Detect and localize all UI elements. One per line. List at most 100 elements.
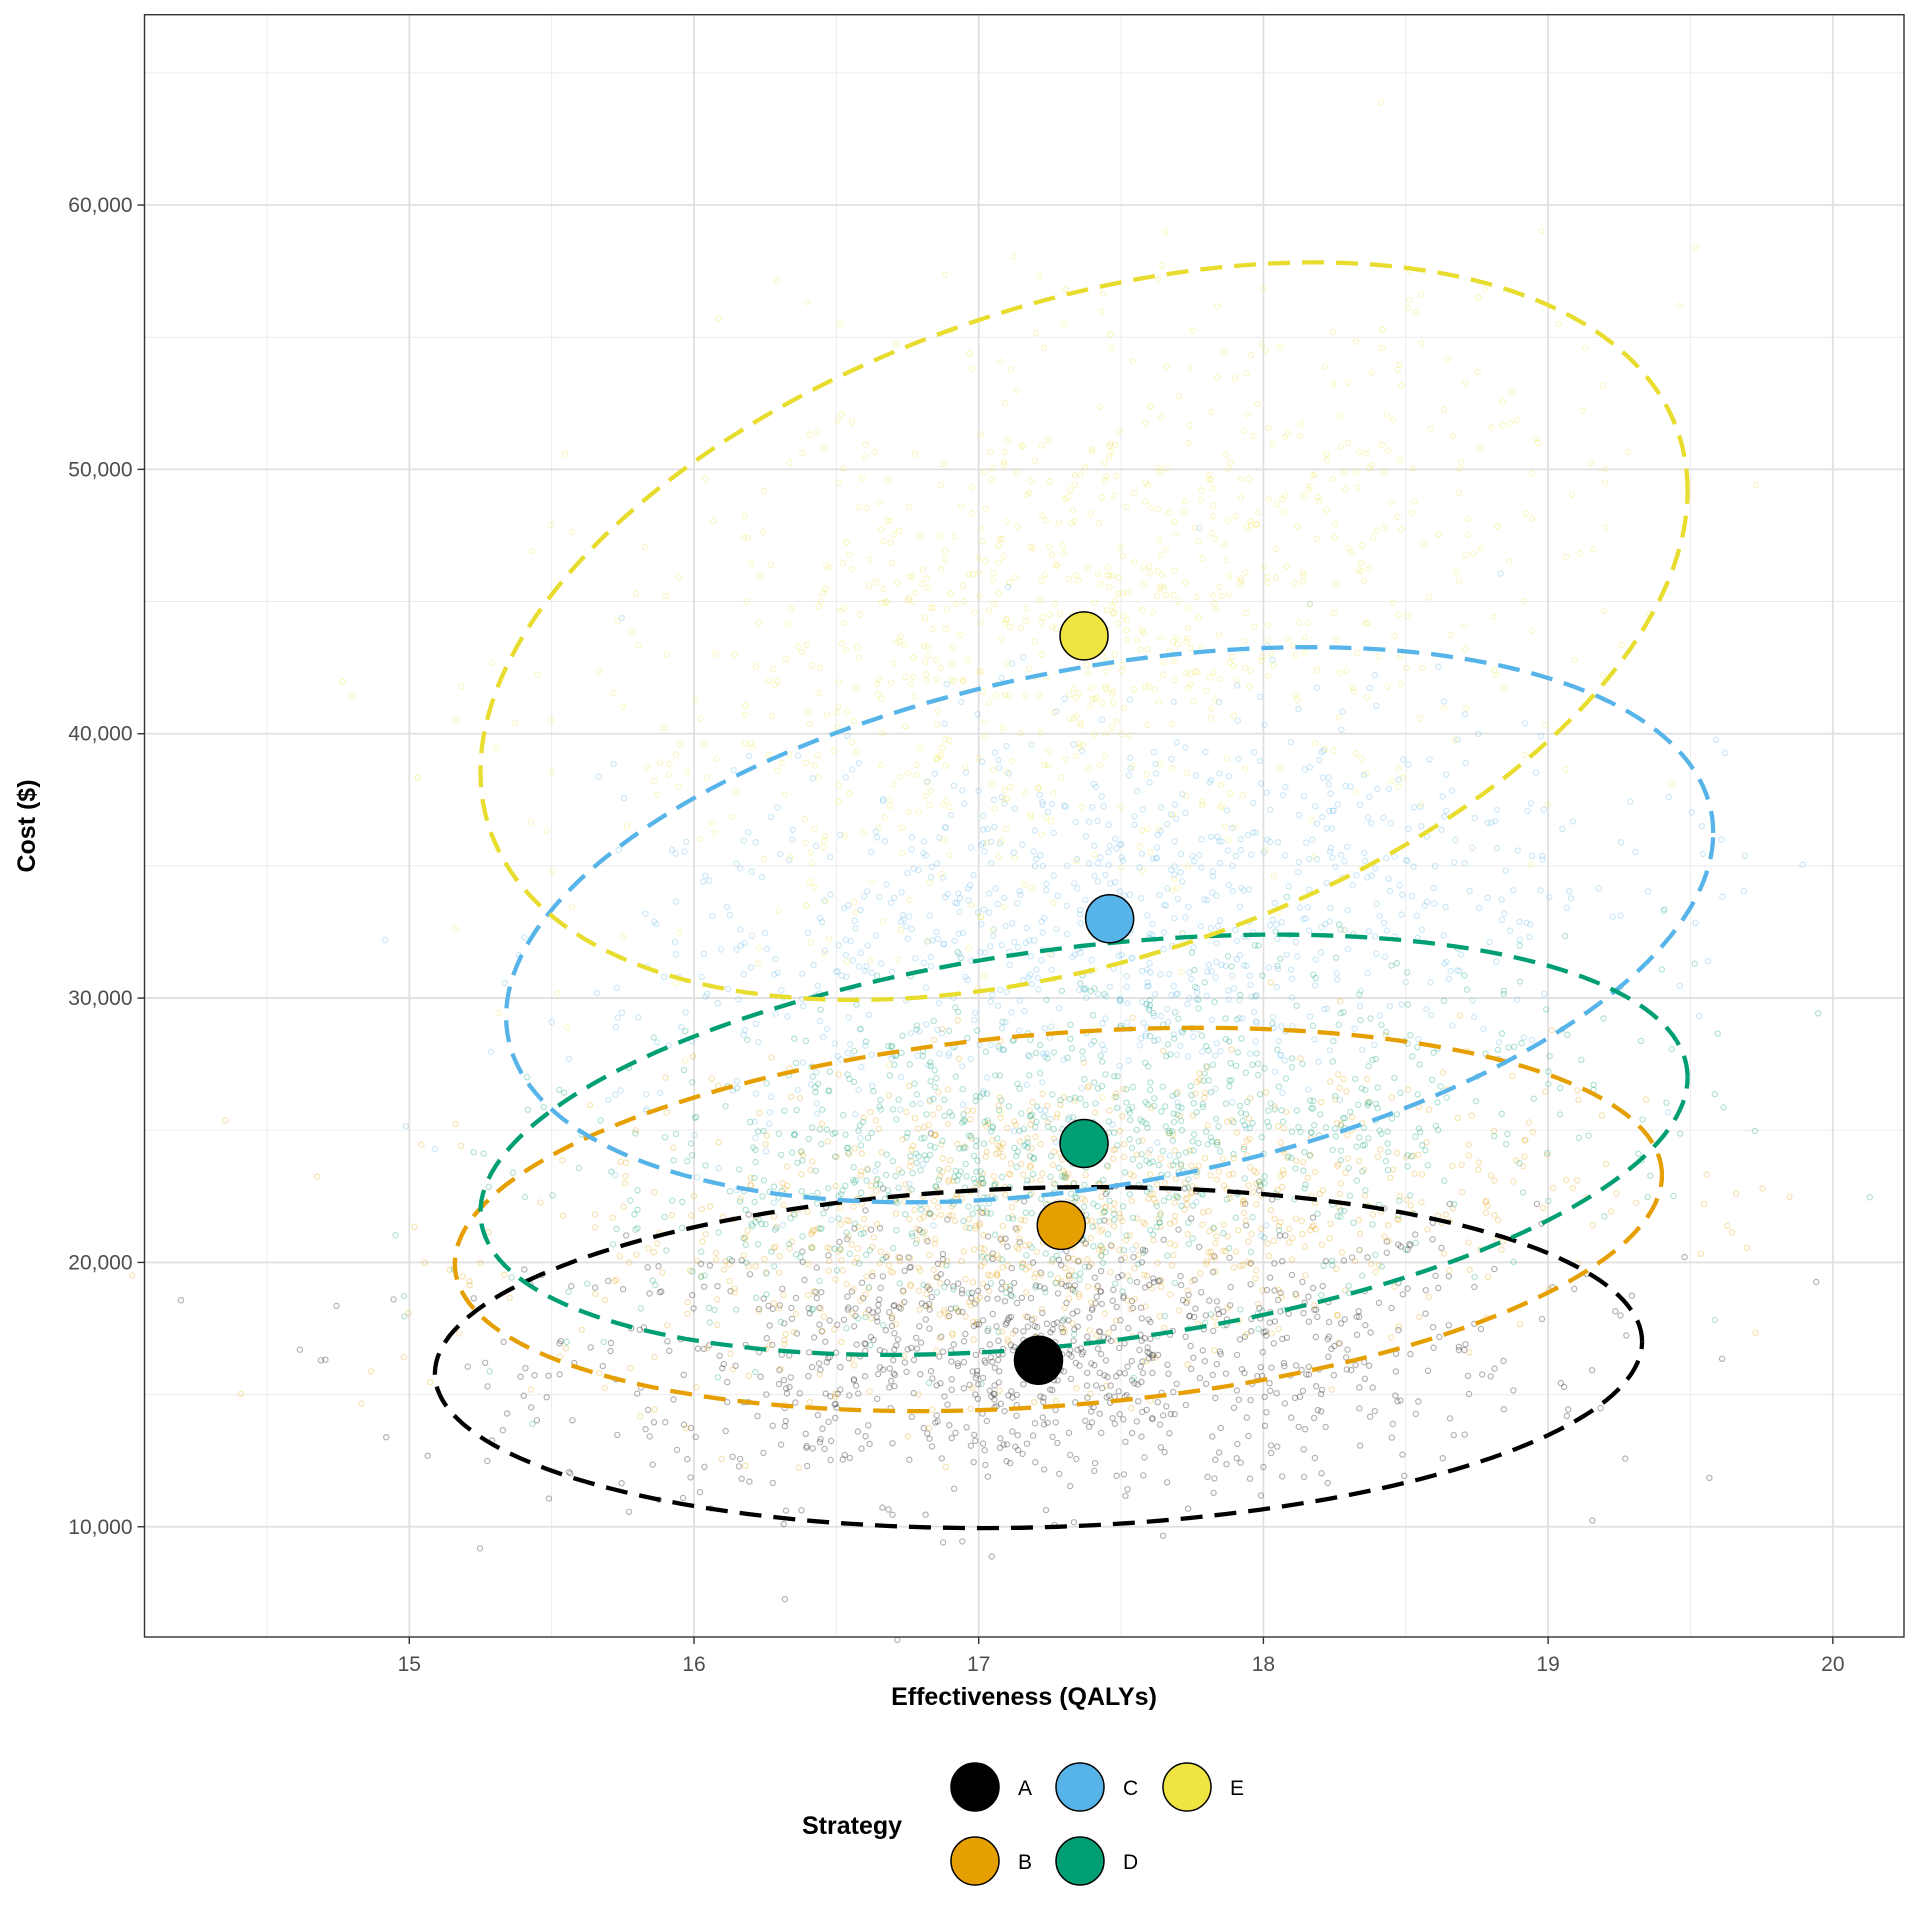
psa-point-A [1366,1413,1374,1420]
psa-point-A [971,1431,978,1439]
psa-point-A [664,1338,671,1345]
psa-point-B [1088,1217,1096,1224]
psa-point-A [543,1393,550,1401]
psa-point-A [1706,1474,1713,1482]
psa-point-A [607,1347,614,1355]
psa-point-A [948,1434,955,1442]
psa-point-A [567,1470,574,1477]
psa-point-A [1005,1314,1013,1321]
psa-point-A [1138,1259,1146,1266]
psa-point-B [1211,1314,1218,1321]
psa-point-A [640,1324,648,1331]
psa-point-B [1340,1075,1347,1083]
psa-point-A [1139,1408,1146,1416]
psa-point-A [1082,1240,1090,1247]
psa-point-A [1070,1337,1077,1345]
psa-point-A [1564,1406,1572,1413]
psa-point-A [646,1290,653,1297]
psa-point-A [816,1304,823,1312]
psa-point-A [1139,1369,1147,1377]
psa-point-B [1130,1172,1137,1180]
psa-point-A [776,1366,783,1374]
psa-point-A [1134,1381,1141,1388]
psa-point-A [990,1390,997,1398]
psa-point-A [984,1295,991,1302]
psa-point-A [927,1367,935,1375]
psa-point-A [1430,1344,1437,1351]
psa-point-B [690,1192,698,1200]
psa-point-A [997,1400,1005,1407]
psa-point-A [1404,1246,1411,1254]
psa-point-A [666,1347,673,1355]
psa-point-B [1280,1170,1287,1178]
psa-point-A [960,1358,968,1366]
psa-point-A [1003,1441,1011,1448]
psa-point-A [1248,1315,1255,1323]
psa-point-A [895,1304,903,1311]
psa-point-A [1267,1442,1275,1449]
psa-point-A [1001,1407,1008,1415]
psa-point-A [1324,1479,1332,1487]
psa-point-A [1057,1261,1065,1269]
psa-point-A [1074,1323,1082,1330]
psa-point-A [1029,1259,1037,1266]
psa-point-B [559,1156,566,1164]
psa-point-A [1008,1264,1015,1272]
psa-point-A [777,1441,785,1448]
psa-point-A [876,1224,884,1232]
psa-point-A [806,1310,813,1317]
psa-point-B [979,1180,986,1188]
psa-point-A [1399,1451,1406,1458]
psa-point-A [780,1376,788,1384]
psa-point-A [1296,1393,1304,1400]
psa-point-A [296,1346,303,1353]
psa-point-A [1322,1423,1329,1431]
psa-point-A [870,1336,877,1344]
psa-point-A [1133,1278,1141,1286]
psa-point-A [1429,1323,1437,1331]
psa-point-A [1107,1382,1114,1389]
psa-point-A [1027,1294,1035,1302]
psa-point-A [690,1305,697,1312]
psa-point-B [1248,1230,1255,1238]
psa-point-A [1105,1392,1113,1400]
psa-point-A [1085,1423,1093,1430]
psa-point-A [865,1306,873,1314]
psa-point-A [922,1511,929,1518]
psa-point-B [1081,1197,1089,1204]
psa-point-A [825,1252,832,1259]
psa-point-A [1032,1282,1040,1289]
psa-point-B [913,1225,920,1232]
psa-point-A [904,1346,911,1353]
psa-point-A [1096,1410,1103,1417]
psa-point-A [1053,1319,1061,1326]
psa-point-A [1003,1319,1011,1327]
psa-point-A [1292,1362,1300,1369]
psa-point-A [1356,1405,1363,1412]
psa-point-A [769,1341,776,1349]
psa-point-B [885,1262,893,1269]
psa-point-A [1412,1410,1420,1418]
psa-point-A [1305,1318,1313,1325]
psa-point-A [1471,1283,1478,1291]
psa-point-A [1259,1348,1267,1356]
psa-point-A [1122,1492,1129,1500]
psa-point-B [996,1387,1003,1394]
psa-point-A [623,1232,630,1239]
psa-point-A [482,1359,489,1367]
psa-point-A [933,1382,940,1389]
psa-point-A [995,1379,1003,1386]
psa-point-A [1020,1328,1027,1335]
psa-point-A [988,1393,995,1400]
psa-point-A [1009,1346,1017,1354]
psa-point-A [848,1288,856,1295]
psa-point-A [1163,1479,1171,1486]
psa-point-A [991,1396,998,1403]
psa-point-A [960,1338,968,1345]
psa-point-A [390,1296,397,1303]
psa-point-A [1065,1429,1073,1437]
psa-point-B [763,1132,771,1139]
psa-point-A [1138,1378,1145,1386]
psa-point-A [1281,1400,1289,1407]
psa-point-A [944,1216,951,1223]
